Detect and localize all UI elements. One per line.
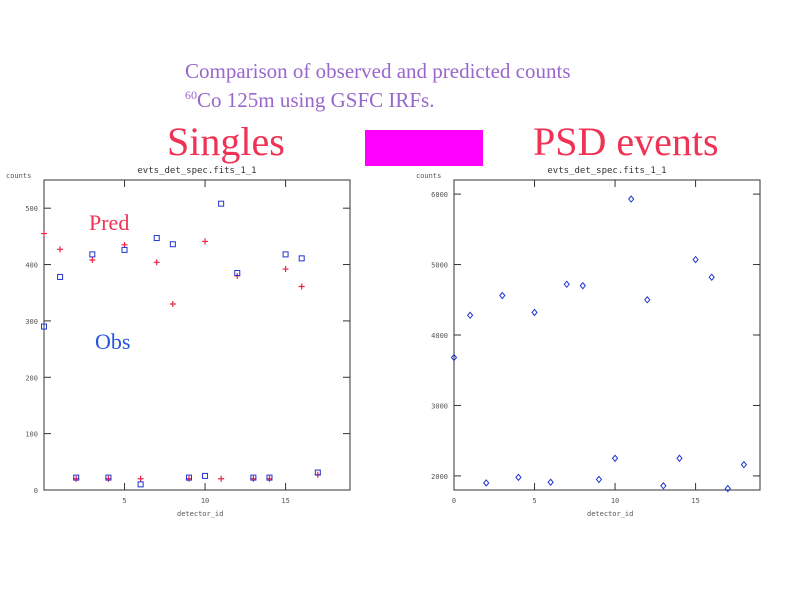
psd-point <box>595 475 603 484</box>
psd-y-tick-label: 6000 <box>431 191 448 199</box>
singles-obs-point <box>314 469 321 476</box>
subtitle-line-1: Comparison of observed and predicted cou… <box>185 59 571 83</box>
obs-annotation: Obs <box>95 329 131 354</box>
singles-pred-point <box>89 257 96 264</box>
psd-x-tick-label: 15 <box>691 497 699 505</box>
singles-obs-point <box>57 273 64 280</box>
psd-y-tick-label: 3000 <box>431 402 448 410</box>
psd-x-tick-label: 10 <box>611 497 619 505</box>
singles-y-axis-label: counts <box>6 172 31 180</box>
isotope-mass-number: 60 <box>185 88 197 102</box>
psd-events-title: PSD events <box>533 119 719 164</box>
psd-x-tick-label: 0 <box>452 497 456 505</box>
singles-x-tick-label: 5 <box>122 497 126 505</box>
psd-point <box>708 273 715 282</box>
singles-title: Singles <box>167 119 285 164</box>
singles-x-tick-label: 10 <box>201 497 209 505</box>
psd-point <box>466 311 474 320</box>
magenta-box <box>365 130 483 166</box>
psd-point <box>563 280 570 289</box>
psd-point <box>450 353 458 362</box>
singles-pred-point <box>137 475 144 482</box>
psd-point <box>676 454 683 463</box>
singles-y-tick-label: 400 <box>25 262 38 270</box>
psd-point <box>724 484 731 493</box>
psd-point <box>692 255 699 264</box>
singles-obs-point <box>89 251 96 258</box>
singles-x-axis-label: detector_id <box>177 510 223 518</box>
singles-frame <box>43 179 351 491</box>
pred-annotation: Pred <box>89 210 130 235</box>
singles-x-tick-label: 15 <box>281 497 289 505</box>
psd-point <box>628 195 635 203</box>
psd-point <box>644 295 651 304</box>
singles-y-tick-label: 300 <box>25 318 38 326</box>
singles-obs-point <box>202 472 209 479</box>
singles-obs-point <box>218 200 225 207</box>
singles-pred-point <box>202 238 209 245</box>
singles-obs-point <box>105 474 112 481</box>
singles-pred-point <box>169 301 176 307</box>
singles-obs-point <box>169 241 176 248</box>
psd-title: evts_det_spec.fits_1_1 <box>547 166 666 176</box>
singles-obs-point <box>73 474 80 481</box>
singles-obs-point <box>41 323 47 330</box>
psd-point <box>547 478 554 487</box>
psd-y-tick-label: 4000 <box>431 332 448 340</box>
singles-pred-point <box>153 259 160 266</box>
singles-obs-point <box>298 255 305 262</box>
singles-obs-point <box>185 474 192 481</box>
psd-frame <box>453 179 761 491</box>
subtitle-line-2-text: Co 125m using GSFC IRFs. <box>197 88 435 112</box>
psd-point <box>515 473 522 482</box>
singles-y-tick-label: 100 <box>25 431 38 439</box>
singles-obs-point <box>282 251 289 258</box>
psd-point <box>531 308 538 317</box>
singles-obs-point <box>266 474 273 481</box>
singles-pred-point <box>57 246 64 253</box>
psd-point <box>483 479 490 487</box>
singles-y-tick-label: 0 <box>34 487 38 495</box>
subtitle-line-2: 60Co 125m using GSFC IRFs. <box>185 89 434 111</box>
psd-x-tick-label: 5 <box>532 497 536 505</box>
singles-pred-point <box>282 266 289 273</box>
singles-y-tick-label: 200 <box>25 374 38 382</box>
psd-point <box>740 460 748 469</box>
singles-y-tick-label: 500 <box>25 205 38 213</box>
psd-point <box>611 454 619 463</box>
psd-point <box>499 291 506 300</box>
singles-pred-point <box>121 241 128 248</box>
singles-obs-point <box>250 474 257 481</box>
singles-obs-point <box>153 235 160 242</box>
singles-pred-point <box>41 230 47 237</box>
singles-pred-point <box>298 283 305 290</box>
singles-title: evts_det_spec.fits_1_1 <box>137 166 256 176</box>
psd-y-axis-label: counts <box>416 172 441 180</box>
singles-pred-point <box>218 475 225 482</box>
psd-y-tick-label: 5000 <box>431 262 448 270</box>
singles-obs-point <box>234 270 241 276</box>
psd-point <box>660 481 667 490</box>
singles-obs-point <box>121 246 128 253</box>
singles-obs-point <box>137 481 144 488</box>
psd-y-tick-label: 2000 <box>431 473 448 481</box>
psd-x-axis-label: detector_id <box>587 510 633 518</box>
psd-point <box>579 281 586 290</box>
